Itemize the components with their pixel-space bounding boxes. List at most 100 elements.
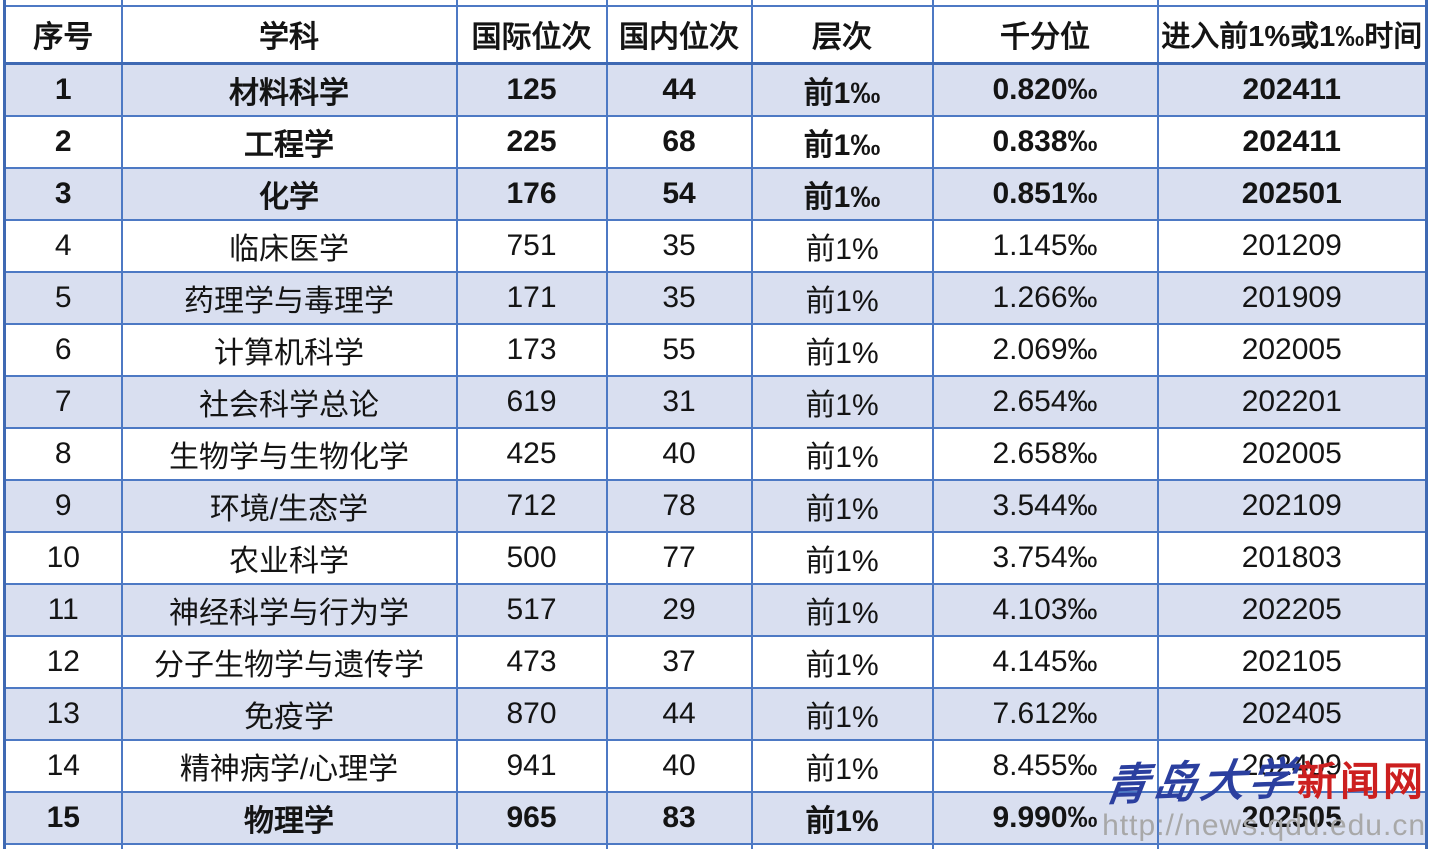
cell-permille: 2.069‰ (931, 322, 1159, 377)
cell-permille: 9.990‰ (931, 790, 1159, 845)
cell-seq: 11 (3, 582, 123, 637)
table-row: 5 药理学与毒理学 171 35 前1% 1.266‰ 201909 (3, 270, 1428, 325)
cell-subject: 生物学与生物化学 (120, 426, 458, 481)
cell-entry-time: 201803 (1156, 530, 1428, 585)
cell-intl-rank: 125 (455, 62, 608, 117)
cell-entry-time: 202405 (1156, 686, 1428, 741)
cell-intl-rank: 619 (455, 374, 608, 429)
cell-tier: 前1% (750, 686, 934, 741)
cell-entry-time: 202411 (1156, 62, 1428, 117)
cell-subject: 物理学 (120, 790, 458, 845)
cell-permille: 0.851‰ (931, 166, 1159, 221)
cell-permille: 1.145‰ (931, 218, 1159, 273)
partial-row-bottom (3, 842, 1428, 849)
cell-tier: 前1% (750, 426, 934, 481)
cell-intl-rank: 173 (455, 322, 608, 377)
cell-subject: 环境/生态学 (120, 478, 458, 533)
table-row: 15 物理学 965 83 前1% 9.990‰ 202505 (3, 790, 1428, 845)
cell-tier: 前1% (750, 322, 934, 377)
cell-entry-time: 201209 (1156, 218, 1428, 273)
cell-subject: 农业科学 (120, 530, 458, 585)
table-row: 8 生物学与生物化学 425 40 前1% 2.658‰ 202005 (3, 426, 1428, 481)
cell-permille: 3.544‰ (931, 478, 1159, 533)
cell-intl-rank: 171 (455, 270, 608, 325)
cell-seq: 5 (3, 270, 123, 325)
table-row: 4 临床医学 751 35 前1% 1.145‰ 201209 (3, 218, 1428, 273)
cell-permille: 1.266‰ (931, 270, 1159, 325)
cell-seq: 4 (3, 218, 123, 273)
table-row: 13 免疫学 870 44 前1% 7.612‰ 202405 (3, 686, 1428, 741)
table-row: 11 神经科学与行为学 517 29 前1% 4.103‰ 202205 (3, 582, 1428, 637)
cell-entry-time: 202501 (1156, 166, 1428, 221)
cell-subject: 神经科学与行为学 (120, 582, 458, 637)
cell-seq: 6 (3, 322, 123, 377)
cell-entry-time: 202411 (1156, 114, 1428, 169)
cell-permille: 2.658‰ (931, 426, 1159, 481)
col-header-subject: 学科 (120, 4, 458, 65)
cell-intl-rank: 941 (455, 738, 608, 793)
table-row: 9 环境/生态学 712 78 前1% 3.544‰ 202109 (3, 478, 1428, 533)
cell-seq: 10 (3, 530, 123, 585)
cell-subject: 材料科学 (120, 62, 458, 117)
cell-tier: 前1‰ (750, 62, 934, 117)
cell-entry-time: 202409 (1156, 738, 1428, 793)
cell-domestic-rank: 83 (605, 790, 753, 845)
cell-tier: 前1% (750, 530, 934, 585)
cell-domestic-rank: 44 (605, 686, 753, 741)
cell-subject: 临床医学 (120, 218, 458, 273)
cell-entry-time: 202201 (1156, 374, 1428, 429)
cell-empty (605, 0, 753, 7)
cell-entry-time: 202105 (1156, 634, 1428, 689)
cell-subject: 免疫学 (120, 686, 458, 741)
cell-seq: 7 (3, 374, 123, 429)
table-row: 6 计算机科学 173 55 前1% 2.069‰ 202005 (3, 322, 1428, 377)
col-header-tier: 层次 (750, 4, 934, 65)
cell-tier: 前1% (750, 270, 934, 325)
cell-empty (1156, 842, 1428, 849)
header-row: 序号 学科 国际位次 国内位次 层次 千分位 进入前1%或1‰时间 (3, 4, 1428, 65)
cell-seq: 14 (3, 738, 123, 793)
col-header-domestic-rank: 国内位次 (605, 4, 753, 65)
cell-intl-rank: 176 (455, 166, 608, 221)
cell-seq: 12 (3, 634, 123, 689)
cell-subject: 工程学 (120, 114, 458, 169)
cell-permille: 0.820‰ (931, 62, 1159, 117)
cell-empty (605, 842, 753, 849)
cell-empty (750, 842, 934, 849)
cell-tier: 前1% (750, 634, 934, 689)
cell-domestic-rank: 31 (605, 374, 753, 429)
table-row: 7 社会科学总论 619 31 前1% 2.654‰ 202201 (3, 374, 1428, 429)
table-body: 1 材料科学 125 44 前1‰ 0.820‰ 202411 2 工程学 22… (3, 62, 1428, 849)
cell-entry-time: 201909 (1156, 270, 1428, 325)
table-row: 2 工程学 225 68 前1‰ 0.838‰ 202411 (3, 114, 1428, 169)
cell-domestic-rank: 29 (605, 582, 753, 637)
cell-permille: 7.612‰ (931, 686, 1159, 741)
cell-tier: 前1‰ (750, 166, 934, 221)
table-row: 3 化学 176 54 前1‰ 0.851‰ 202501 (3, 166, 1428, 221)
cell-subject: 社会科学总论 (120, 374, 458, 429)
cell-empty (1156, 0, 1428, 7)
cell-intl-rank: 965 (455, 790, 608, 845)
cell-permille: 4.145‰ (931, 634, 1159, 689)
cell-seq: 13 (3, 686, 123, 741)
table-row: 1 材料科学 125 44 前1‰ 0.820‰ 202411 (3, 62, 1428, 117)
cell-tier: 前1% (750, 478, 934, 533)
col-header-permille: 千分位 (931, 4, 1159, 65)
cell-subject: 精神病学/心理学 (120, 738, 458, 793)
cell-empty (3, 842, 123, 849)
cell-seq: 15 (3, 790, 123, 845)
cell-subject: 药理学与毒理学 (120, 270, 458, 325)
cell-domestic-rank: 40 (605, 426, 753, 481)
cell-empty (931, 842, 1159, 849)
cell-intl-rank: 225 (455, 114, 608, 169)
cell-entry-time: 202505 (1156, 790, 1428, 845)
cell-domestic-rank: 37 (605, 634, 753, 689)
cell-tier: 前1‰ (750, 114, 934, 169)
col-header-entry-time: 进入前1%或1‰时间 (1156, 4, 1428, 65)
esi-subject-table: 序号 学科 国际位次 国内位次 层次 千分位 进入前1%或1‰时间 1 材料科学… (3, 0, 1428, 849)
cell-permille: 2.654‰ (931, 374, 1159, 429)
cell-domestic-rank: 40 (605, 738, 753, 793)
cell-tier: 前1% (750, 790, 934, 845)
cell-empty (455, 842, 608, 849)
